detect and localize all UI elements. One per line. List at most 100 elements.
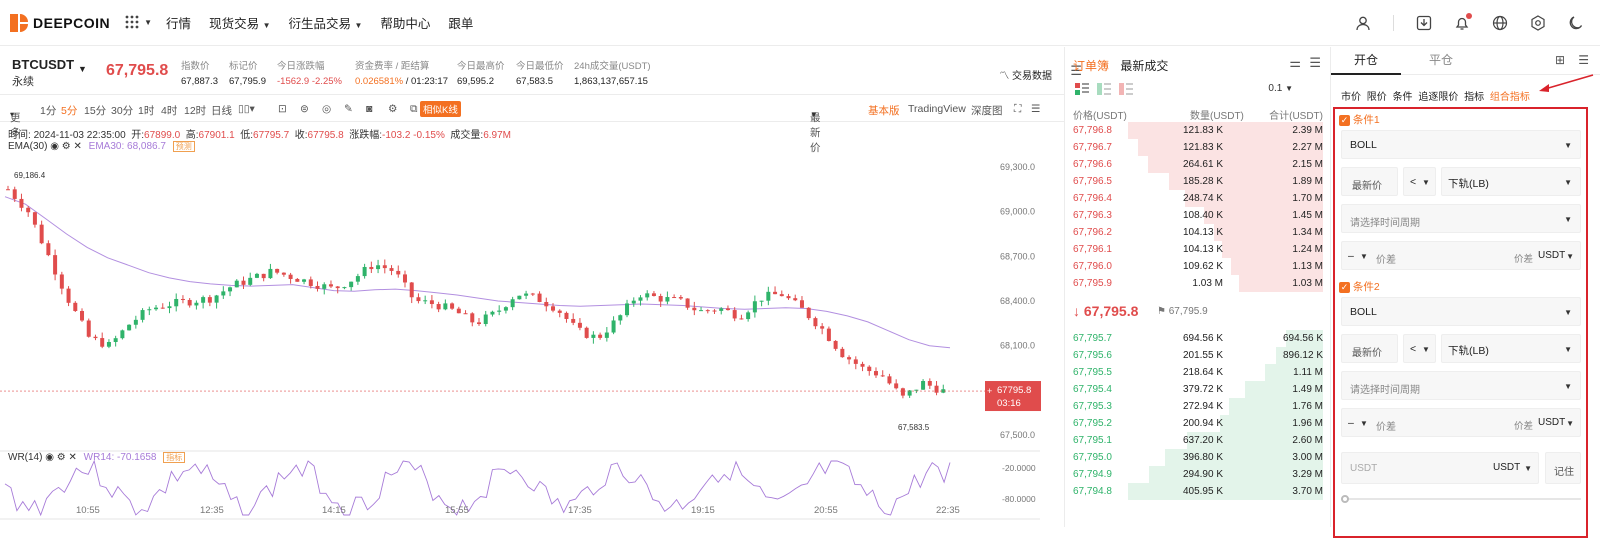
type-combo-indicator[interactable]: 组合指标 <box>1489 92 1530 103</box>
ask-row[interactable]: 67,796.0 109.62 K 1.13 M <box>1073 258 1323 275</box>
ask-row[interactable]: 67,795.9 1.03 M 1.03 M <box>1073 275 1323 292</box>
ask-row[interactable]: 67,796.6 264.61 K 2.15 M <box>1073 156 1323 173</box>
view-both-icon[interactable] <box>1075 83 1089 98</box>
type-market[interactable]: 市价 <box>1341 92 1361 103</box>
operator-select-2[interactable]: < ▼ <box>1403 334 1436 363</box>
amount-input[interactable]: USDT USDT ▼ <box>1341 452 1539 484</box>
remember-button[interactable]: 记住 <box>1545 452 1581 484</box>
type-chase-limit[interactable]: 追逐限价 <box>1418 92 1459 103</box>
user-icon[interactable] <box>1355 15 1371 31</box>
menu-icon[interactable]: ☰ <box>1578 53 1589 67</box>
tab-open[interactable]: 开仓 <box>1331 47 1401 75</box>
bid-row[interactable]: 67,794.8 405.95 K 3.70 M <box>1073 483 1323 500</box>
eye-icon[interactable]: ◉ <box>45 452 54 463</box>
band-select-2[interactable]: 下轨(LB) ▼ <box>1441 334 1581 363</box>
bid-row[interactable]: 67,795.1 637.20 K 2.60 M <box>1073 432 1323 449</box>
similar-kline-badge[interactable]: 相似K线 <box>420 101 461 117</box>
interval-5m[interactable]: 5分 <box>61 105 78 117</box>
indicator-select-2[interactable]: BOLL ▼ <box>1341 297 1581 326</box>
logo[interactable]: DEEPCOIN <box>10 13 110 32</box>
ask-row[interactable]: 67,796.8 121.83 K 2.39 M <box>1073 122 1323 139</box>
bid-row[interactable]: 67,795.2 200.94 K 1.96 M <box>1073 415 1323 432</box>
draw-pen-icon[interactable]: ✎ <box>344 103 353 115</box>
eye-icon[interactable]: ◉ <box>50 141 59 152</box>
expand-icon[interactable]: ⛶ <box>1014 103 1022 115</box>
price-diff-input-1[interactable]: – ▼ 价差 价差 USDT ▼ <box>1341 241 1581 270</box>
settings-icon[interactable] <box>1530 14 1546 31</box>
nav-item-spot[interactable]: 现货交易 ▼ <box>209 13 270 32</box>
band-select-1[interactable]: 下轨(LB) ▼ <box>1441 167 1581 196</box>
bid-row[interactable]: 67,794.9 294.90 K 3.29 M <box>1073 466 1323 483</box>
candle-style-icon[interactable]: ▯▯▾ <box>238 103 255 115</box>
apps-menu[interactable]: ▼ <box>124 15 152 31</box>
interval-30m[interactable]: 30分 <box>111 105 134 117</box>
moon-icon[interactable] <box>1568 15 1584 31</box>
ask-row[interactable]: 67,796.3 108.40 K 1.45 M <box>1073 207 1323 224</box>
bid-row[interactable]: 67,795.7 694.56 K 694.56 K <box>1073 330 1323 347</box>
bid-row[interactable]: 67,795.5 218.64 K 1.11 M <box>1073 364 1323 381</box>
menu-icon[interactable]: ☰ <box>1309 55 1321 70</box>
view-depth[interactable]: 深度图 <box>971 105 1003 117</box>
tab-close[interactable]: 平仓 <box>1428 53 1453 67</box>
nav-item-help[interactable]: 帮助中心 <box>380 17 431 31</box>
menu-icon[interactable]: ☰ <box>1031 103 1041 115</box>
target-icon[interactable]: ◎ <box>322 103 332 115</box>
type-indicator[interactable]: 指标 <box>1464 92 1485 103</box>
bid-row[interactable]: 67,795.6 201.55 K 896.12 K <box>1073 347 1323 364</box>
menu-icon[interactable]: ☰ <box>1070 63 1082 78</box>
bid-row[interactable]: 67,795.3 272.94 K 1.76 M <box>1073 398 1323 415</box>
price-type-1[interactable]: 最新价 <box>1341 167 1398 196</box>
type-limit[interactable]: 限价 <box>1366 92 1387 103</box>
settings-icon[interactable]: ⚙ <box>388 103 398 115</box>
nav-item-market[interactable]: 行情 <box>166 17 192 31</box>
candlestick-chart[interactable]: 69,300.0 69,000.0 68,700.0 68,400.0 68,100.0… <box>0 122 1064 452</box>
camera-icon[interactable]: ◙ <box>366 103 373 115</box>
leverage-slider[interactable] <box>1341 495 1581 503</box>
bell-icon[interactable] <box>1454 12 1472 31</box>
condition-1-toggle[interactable]: ✓ 条件1 <box>1339 112 1380 127</box>
bid-row[interactable]: 67,795.4 379.72 K 1.49 M <box>1073 381 1323 398</box>
operator-select-1[interactable]: < ▼ <box>1403 167 1436 196</box>
close-icon[interactable]: ✕ <box>73 141 82 152</box>
settings-sliders-icon[interactable]: ⚌ <box>1289 55 1301 70</box>
interval-12h[interactable]: 12时 <box>184 105 207 117</box>
chart-area[interactable]: 时间: 2024-11-03 22:35:00 开:67899.0 高:6790… <box>0 122 1064 527</box>
view-tradingview[interactable]: TradingView <box>908 103 966 115</box>
layout-icon[interactable]: ⧉ <box>410 103 418 115</box>
view-bids-icon[interactable] <box>1097 83 1111 98</box>
period-select-1[interactable]: 请选择时间周期 ▼ <box>1341 204 1581 233</box>
view-asks-icon[interactable] <box>1119 83 1133 98</box>
calculator-icon[interactable]: ⊞ <box>1554 53 1565 67</box>
compare-icon[interactable]: ⊜ <box>300 103 309 115</box>
interval-1m[interactable]: 1分 <box>40 105 57 117</box>
tab-orderbook[interactable]: 订单簿 <box>1073 59 1110 73</box>
type-conditional[interactable]: 条件 <box>1392 92 1413 103</box>
wr-indicator-chart[interactable]: -20.0000 -80.0000 <box>0 447 1064 522</box>
interval-15m[interactable]: 15分 <box>84 105 107 117</box>
close-icon[interactable]: ✕ <box>68 452 77 463</box>
ask-row[interactable]: 67,796.5 185.28 K 1.89 M <box>1073 173 1323 190</box>
indicator-select-1[interactable]: BOLL ▼ <box>1341 130 1581 159</box>
period-select-2[interactable]: 请选择时间周期 ▼ <box>1341 371 1581 400</box>
nav-item-copytrade[interactable]: 跟单 <box>448 17 474 31</box>
indicator-icon[interactable]: ⊡ <box>278 103 287 115</box>
nav-item-derivatives[interactable]: 衍生品交易 ▼ <box>288 13 362 32</box>
ask-row[interactable]: 67,796.1 104.13 K 1.24 M <box>1073 241 1323 258</box>
condition-2-toggle[interactable]: ✓ 条件2 <box>1339 279 1380 294</box>
interval-1d[interactable]: 日线 <box>211 105 232 117</box>
bid-row[interactable]: 67,795.0 396.80 K 3.00 M <box>1073 449 1323 466</box>
price-type-2[interactable]: 最新价 <box>1341 334 1398 363</box>
interval-4h[interactable]: 4时 <box>161 105 178 117</box>
ask-row[interactable]: 67,796.2 104.13 K 1.34 M <box>1073 224 1323 241</box>
symbol-name[interactable]: BTCUSDT <box>12 57 75 72</box>
trade-data-button[interactable]: 〽 交易数据 <box>999 67 1052 82</box>
interval-1h[interactable]: 1时 <box>138 105 155 117</box>
slider-handle[interactable] <box>1341 495 1349 503</box>
download-icon[interactable] <box>1416 15 1432 31</box>
ask-row[interactable]: 67,796.7 121.83 K 2.27 M <box>1073 139 1323 156</box>
stat-funding-rate[interactable]: 资金费率 / 距结算 0.026581% / 01:23:17 <box>355 58 448 87</box>
settings-icon[interactable]: ⚙ <box>56 452 66 463</box>
view-basic[interactable]: 基本版 <box>868 105 900 117</box>
tab-latest-trades[interactable]: 最新成交 <box>1120 59 1169 73</box>
settings-icon[interactable]: ⚙ <box>61 141 71 152</box>
